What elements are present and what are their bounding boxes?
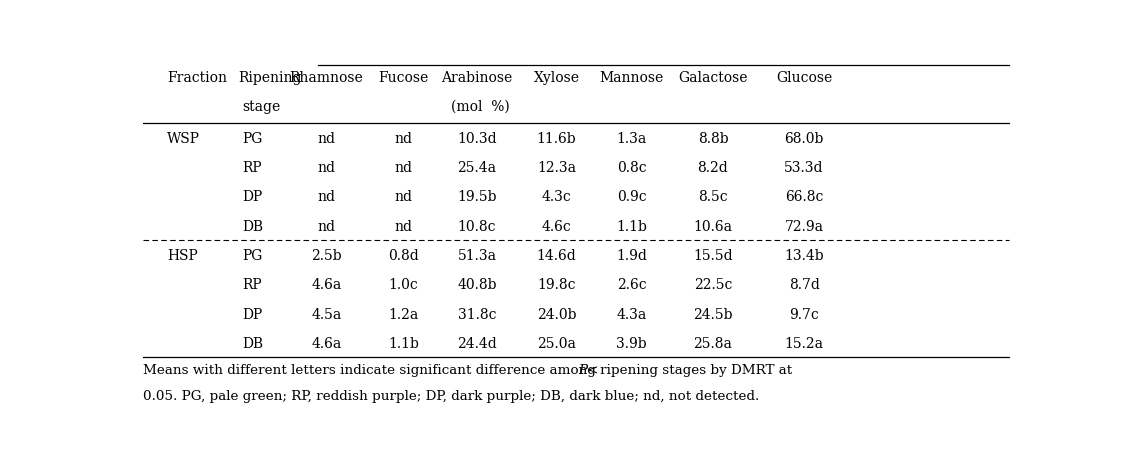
Text: nd: nd: [317, 132, 335, 146]
Text: 72.9a: 72.9a: [785, 220, 824, 234]
Text: RP: RP: [243, 278, 262, 292]
Text: 66.8c: 66.8c: [785, 191, 824, 204]
Text: 13.4b: 13.4b: [784, 249, 824, 263]
Text: 4.3c: 4.3c: [542, 191, 572, 204]
Text: 1.1b: 1.1b: [616, 220, 647, 234]
Text: Rhamnose: Rhamnose: [290, 71, 364, 85]
Text: PG: PG: [243, 249, 262, 263]
Text: DB: DB: [243, 220, 264, 234]
Text: 53.3d: 53.3d: [784, 161, 824, 175]
Text: 4.6a: 4.6a: [311, 337, 341, 351]
Text: 19.5b: 19.5b: [458, 191, 496, 204]
Text: Ripening: Ripening: [238, 71, 301, 85]
Text: 24.5b: 24.5b: [694, 307, 733, 322]
Text: <: <: [583, 364, 599, 376]
Text: 0.8c: 0.8c: [617, 161, 647, 175]
Text: 11.6b: 11.6b: [536, 132, 576, 146]
Text: 1.1b: 1.1b: [388, 337, 419, 351]
Text: 0.9c: 0.9c: [617, 191, 647, 204]
Text: 25.4a: 25.4a: [458, 161, 496, 175]
Text: Glucose: Glucose: [776, 71, 832, 85]
Text: nd: nd: [317, 191, 335, 204]
Text: 8.5c: 8.5c: [698, 191, 728, 204]
Text: 25.0a: 25.0a: [537, 337, 576, 351]
Text: 40.8b: 40.8b: [458, 278, 496, 292]
Text: PG: PG: [243, 132, 262, 146]
Text: nd: nd: [395, 191, 413, 204]
Text: 15.5d: 15.5d: [694, 249, 733, 263]
Text: Arabinose: Arabinose: [442, 71, 512, 85]
Text: WSP: WSP: [168, 132, 201, 146]
Text: Galactose: Galactose: [678, 71, 747, 85]
Text: 10.3d: 10.3d: [458, 132, 496, 146]
Text: 9.7c: 9.7c: [790, 307, 819, 322]
Text: 2.5b: 2.5b: [311, 249, 342, 263]
Text: 4.3a: 4.3a: [616, 307, 647, 322]
Text: nd: nd: [395, 132, 413, 146]
Text: 31.8c: 31.8c: [458, 307, 496, 322]
Text: 4.6c: 4.6c: [542, 220, 572, 234]
Text: 68.0b: 68.0b: [784, 132, 824, 146]
Text: 4.5a: 4.5a: [311, 307, 341, 322]
Text: 3.9b: 3.9b: [616, 337, 647, 351]
Text: 1.3a: 1.3a: [616, 132, 647, 146]
Text: 10.6a: 10.6a: [694, 220, 733, 234]
Text: 24.0b: 24.0b: [536, 307, 576, 322]
Text: Xylose: Xylose: [534, 71, 580, 85]
Text: 12.3a: 12.3a: [537, 161, 576, 175]
Text: Mannose: Mannose: [599, 71, 664, 85]
Text: stage: stage: [243, 100, 281, 114]
Text: 2.6c: 2.6c: [617, 278, 647, 292]
Text: DP: DP: [243, 191, 262, 204]
Text: 19.8c: 19.8c: [537, 278, 576, 292]
Text: 14.6d: 14.6d: [536, 249, 576, 263]
Text: Means with different letters indicate significant difference among ripening stag: Means with different letters indicate si…: [143, 364, 796, 376]
Text: 0.05. PG, pale green; RP, reddish purple; DP, dark purple; DB, dark blue; nd, no: 0.05. PG, pale green; RP, reddish purple…: [143, 390, 759, 403]
Text: 15.2a: 15.2a: [785, 337, 824, 351]
Text: 8.2d: 8.2d: [697, 161, 728, 175]
Text: 1.0c: 1.0c: [389, 278, 419, 292]
Text: 1.2a: 1.2a: [388, 307, 419, 322]
Text: 25.8a: 25.8a: [694, 337, 733, 351]
Text: Fucose: Fucose: [379, 71, 429, 85]
Text: P: P: [578, 364, 588, 376]
Text: 51.3a: 51.3a: [458, 249, 496, 263]
Text: 8.8b: 8.8b: [697, 132, 728, 146]
Text: nd: nd: [317, 161, 335, 175]
Text: RP: RP: [243, 161, 262, 175]
Text: 24.4d: 24.4d: [458, 337, 496, 351]
Text: nd: nd: [317, 220, 335, 234]
Text: (mol  %): (mol %): [451, 100, 509, 114]
Text: 0.8d: 0.8d: [388, 249, 419, 263]
Text: Fraction: Fraction: [168, 71, 227, 85]
Text: DP: DP: [243, 307, 262, 322]
Text: 10.8c: 10.8c: [458, 220, 496, 234]
Text: 1.9d: 1.9d: [616, 249, 647, 263]
Text: nd: nd: [395, 220, 413, 234]
Text: 22.5c: 22.5c: [694, 278, 733, 292]
Text: 8.7d: 8.7d: [788, 278, 819, 292]
Text: nd: nd: [395, 161, 413, 175]
Text: DB: DB: [243, 337, 264, 351]
Text: HSP: HSP: [168, 249, 199, 263]
Text: 4.6a: 4.6a: [311, 278, 341, 292]
